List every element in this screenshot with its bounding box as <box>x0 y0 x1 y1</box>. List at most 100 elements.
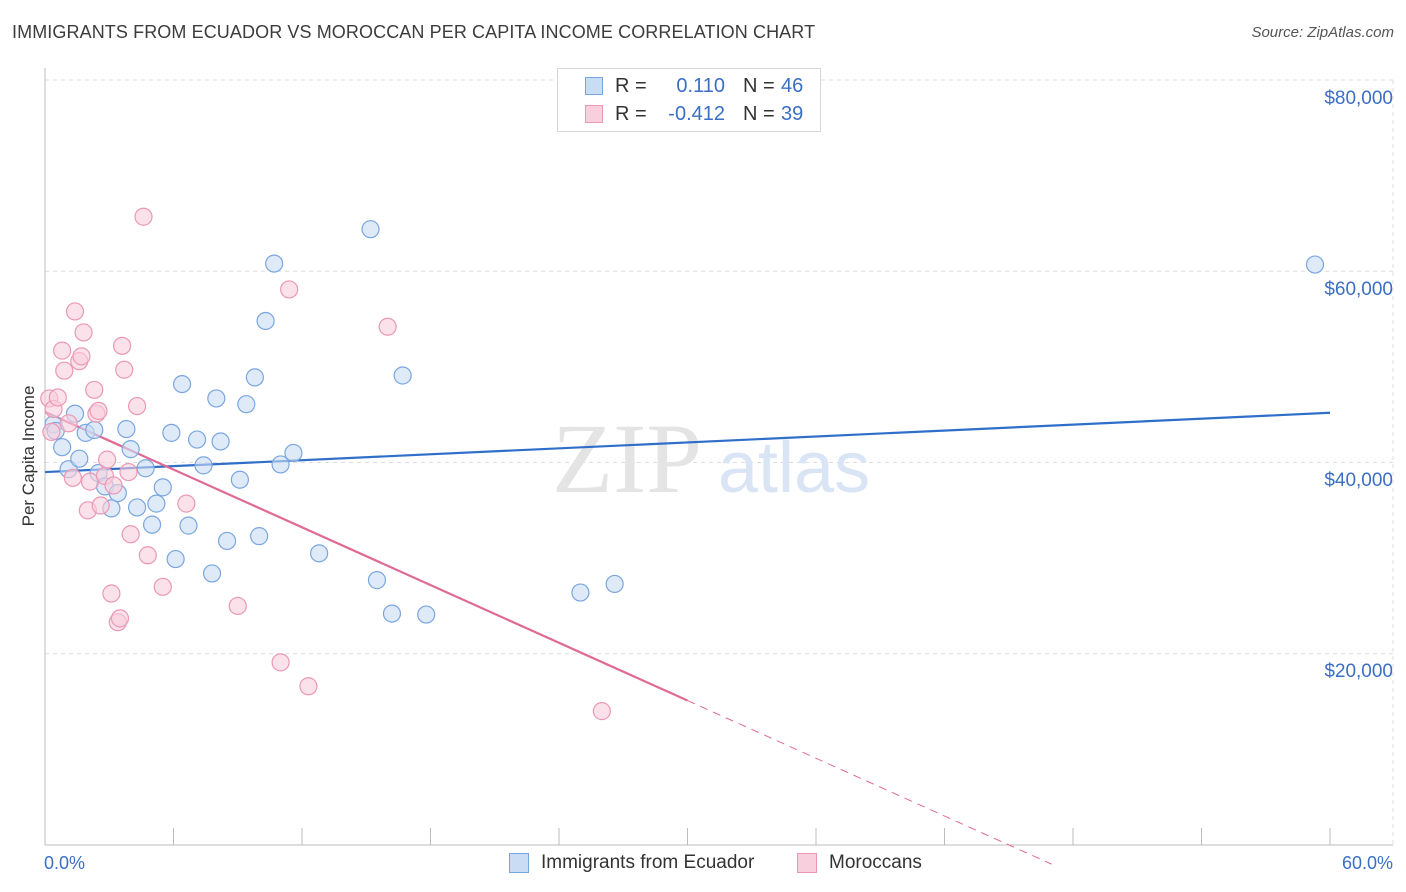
legend-label-ecuador: Immigrants from Ecuador <box>541 852 755 873</box>
trend-line-moroccans <box>44 410 688 702</box>
point-ecuador <box>382 604 402 623</box>
point-ecuador <box>147 494 166 513</box>
point-ecuador <box>367 571 387 590</box>
legend-swatch-ecuador <box>509 853 529 873</box>
point-ecuador <box>271 455 290 474</box>
trend-line-ecuador <box>44 411 1331 474</box>
point-moroccans <box>104 476 123 495</box>
point-ecuador <box>211 432 230 451</box>
point-ecuador <box>284 443 303 463</box>
point-moroccans <box>65 302 85 321</box>
point-ecuador <box>245 368 264 387</box>
stats-r-label: R = <box>615 74 647 97</box>
data-points <box>40 207 1325 721</box>
legend-swatch-moroccans <box>797 853 817 873</box>
point-ecuador <box>417 605 436 624</box>
point-moroccans <box>592 702 611 721</box>
point-moroccans <box>89 401 108 420</box>
point-ecuador <box>571 583 590 602</box>
point-moroccans <box>153 577 172 596</box>
stats-n-label: N = <box>743 102 775 125</box>
point-ecuador <box>70 449 89 468</box>
point-ecuador <box>230 470 249 489</box>
point-moroccans <box>121 525 140 544</box>
point-ecuador <box>136 459 155 478</box>
point-ecuador <box>117 419 136 439</box>
stats-n-value: 39 <box>781 102 804 125</box>
point-ecuador <box>310 544 329 563</box>
point-moroccans <box>280 280 299 299</box>
point-ecuador <box>194 456 213 475</box>
point-moroccans <box>63 468 82 487</box>
axes <box>44 68 1393 846</box>
point-ecuador <box>217 531 237 551</box>
point-ecuador <box>1305 255 1325 274</box>
point-ecuador <box>207 389 226 408</box>
point-ecuador <box>393 366 412 385</box>
tick-labels: Per Capita Income 0.0% 60.0% $20,000 $40… <box>19 88 1393 873</box>
point-ecuador <box>250 527 269 546</box>
point-moroccans <box>127 396 147 416</box>
y-tick-label-40000: $40,000 <box>1324 470 1393 491</box>
y-tick-label-80000: $80,000 <box>1324 88 1393 109</box>
point-ecuador <box>121 440 140 459</box>
legend-item-moroccans[interactable]: Moroccans <box>797 852 922 874</box>
point-moroccans <box>119 462 138 482</box>
point-moroccans <box>98 450 117 469</box>
point-moroccans <box>55 361 74 380</box>
stats-row-moroccans: R = -0.412 N = 39 <box>558 101 803 127</box>
chart-source: Source: ZipAtlas.com <box>1251 24 1394 41</box>
point-moroccans <box>72 347 91 366</box>
point-moroccans <box>110 609 130 628</box>
point-ecuador <box>127 498 147 517</box>
point-ecuador <box>172 374 192 394</box>
point-ecuador <box>265 254 284 273</box>
watermark: ZIP atlas <box>552 403 870 514</box>
y-axis-label: Per Capita Income <box>19 386 38 527</box>
point-ecuador <box>179 516 198 535</box>
stats-swatch-moroccans <box>585 105 603 123</box>
stats-n-label: N = <box>743 74 775 97</box>
stats-r-value: -0.412 <box>668 102 725 125</box>
chart-legend: Immigrants from Ecuador Moroccans <box>0 850 1406 878</box>
point-moroccans <box>112 336 132 355</box>
y-tick-label-20000: $20,000 <box>1324 661 1393 682</box>
stats-row-ecuador: R = 0.110 N = 46 <box>558 73 803 99</box>
point-moroccans <box>299 677 318 696</box>
x-tick-label-max: 60.0% <box>1342 853 1393 873</box>
point-ecuador <box>605 574 624 594</box>
point-ecuador <box>153 478 172 497</box>
point-ecuador <box>162 423 181 442</box>
correlation-stats-box: R = 0.110 N = 46 R = -0.412 N = 39 <box>557 68 821 132</box>
legend-label-moroccans: Moroccans <box>829 852 922 873</box>
point-ecuador <box>202 564 222 583</box>
point-ecuador <box>85 420 104 440</box>
point-ecuador <box>237 395 256 414</box>
point-moroccans <box>138 546 157 565</box>
legend-item-ecuador[interactable]: Immigrants from Ecuador <box>509 852 754 874</box>
point-moroccans <box>74 323 93 342</box>
point-moroccans <box>378 317 397 336</box>
point-ecuador <box>166 549 185 569</box>
point-moroccans <box>53 341 72 360</box>
point-moroccans <box>228 596 247 616</box>
point-moroccans <box>59 414 78 433</box>
watermark-atlas: atlas <box>718 428 870 508</box>
trend-line-extension-moroccans <box>687 700 1052 865</box>
stats-r-label: R = <box>615 102 647 125</box>
point-moroccans <box>271 653 290 672</box>
point-ecuador <box>142 515 162 534</box>
x-tick-label-min: 0.0% <box>44 853 85 873</box>
point-moroccans <box>177 494 196 513</box>
point-ecuador <box>256 311 275 331</box>
trend-lines <box>44 410 1331 865</box>
point-ecuador <box>187 430 207 449</box>
y-tick-label-60000: $60,000 <box>1324 279 1393 300</box>
point-moroccans <box>134 207 153 226</box>
point-moroccans <box>85 380 104 399</box>
chart-title: IMMIGRANTS FROM ECUADOR VS MOROCCAN PER … <box>12 22 816 42</box>
stats-n-value: 46 <box>781 74 804 97</box>
point-moroccans <box>102 584 121 603</box>
point-moroccans <box>42 422 61 441</box>
